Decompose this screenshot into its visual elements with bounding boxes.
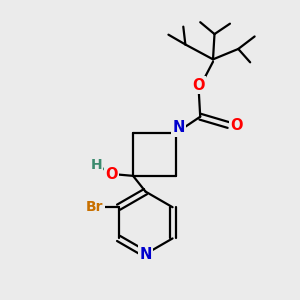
Text: Br: Br [86,200,104,214]
Text: N: N [140,247,152,262]
Text: O: O [230,118,243,133]
Text: H: H [90,158,102,172]
Text: O: O [105,167,118,182]
Text: N: N [172,120,185,135]
Text: O: O [193,78,205,93]
